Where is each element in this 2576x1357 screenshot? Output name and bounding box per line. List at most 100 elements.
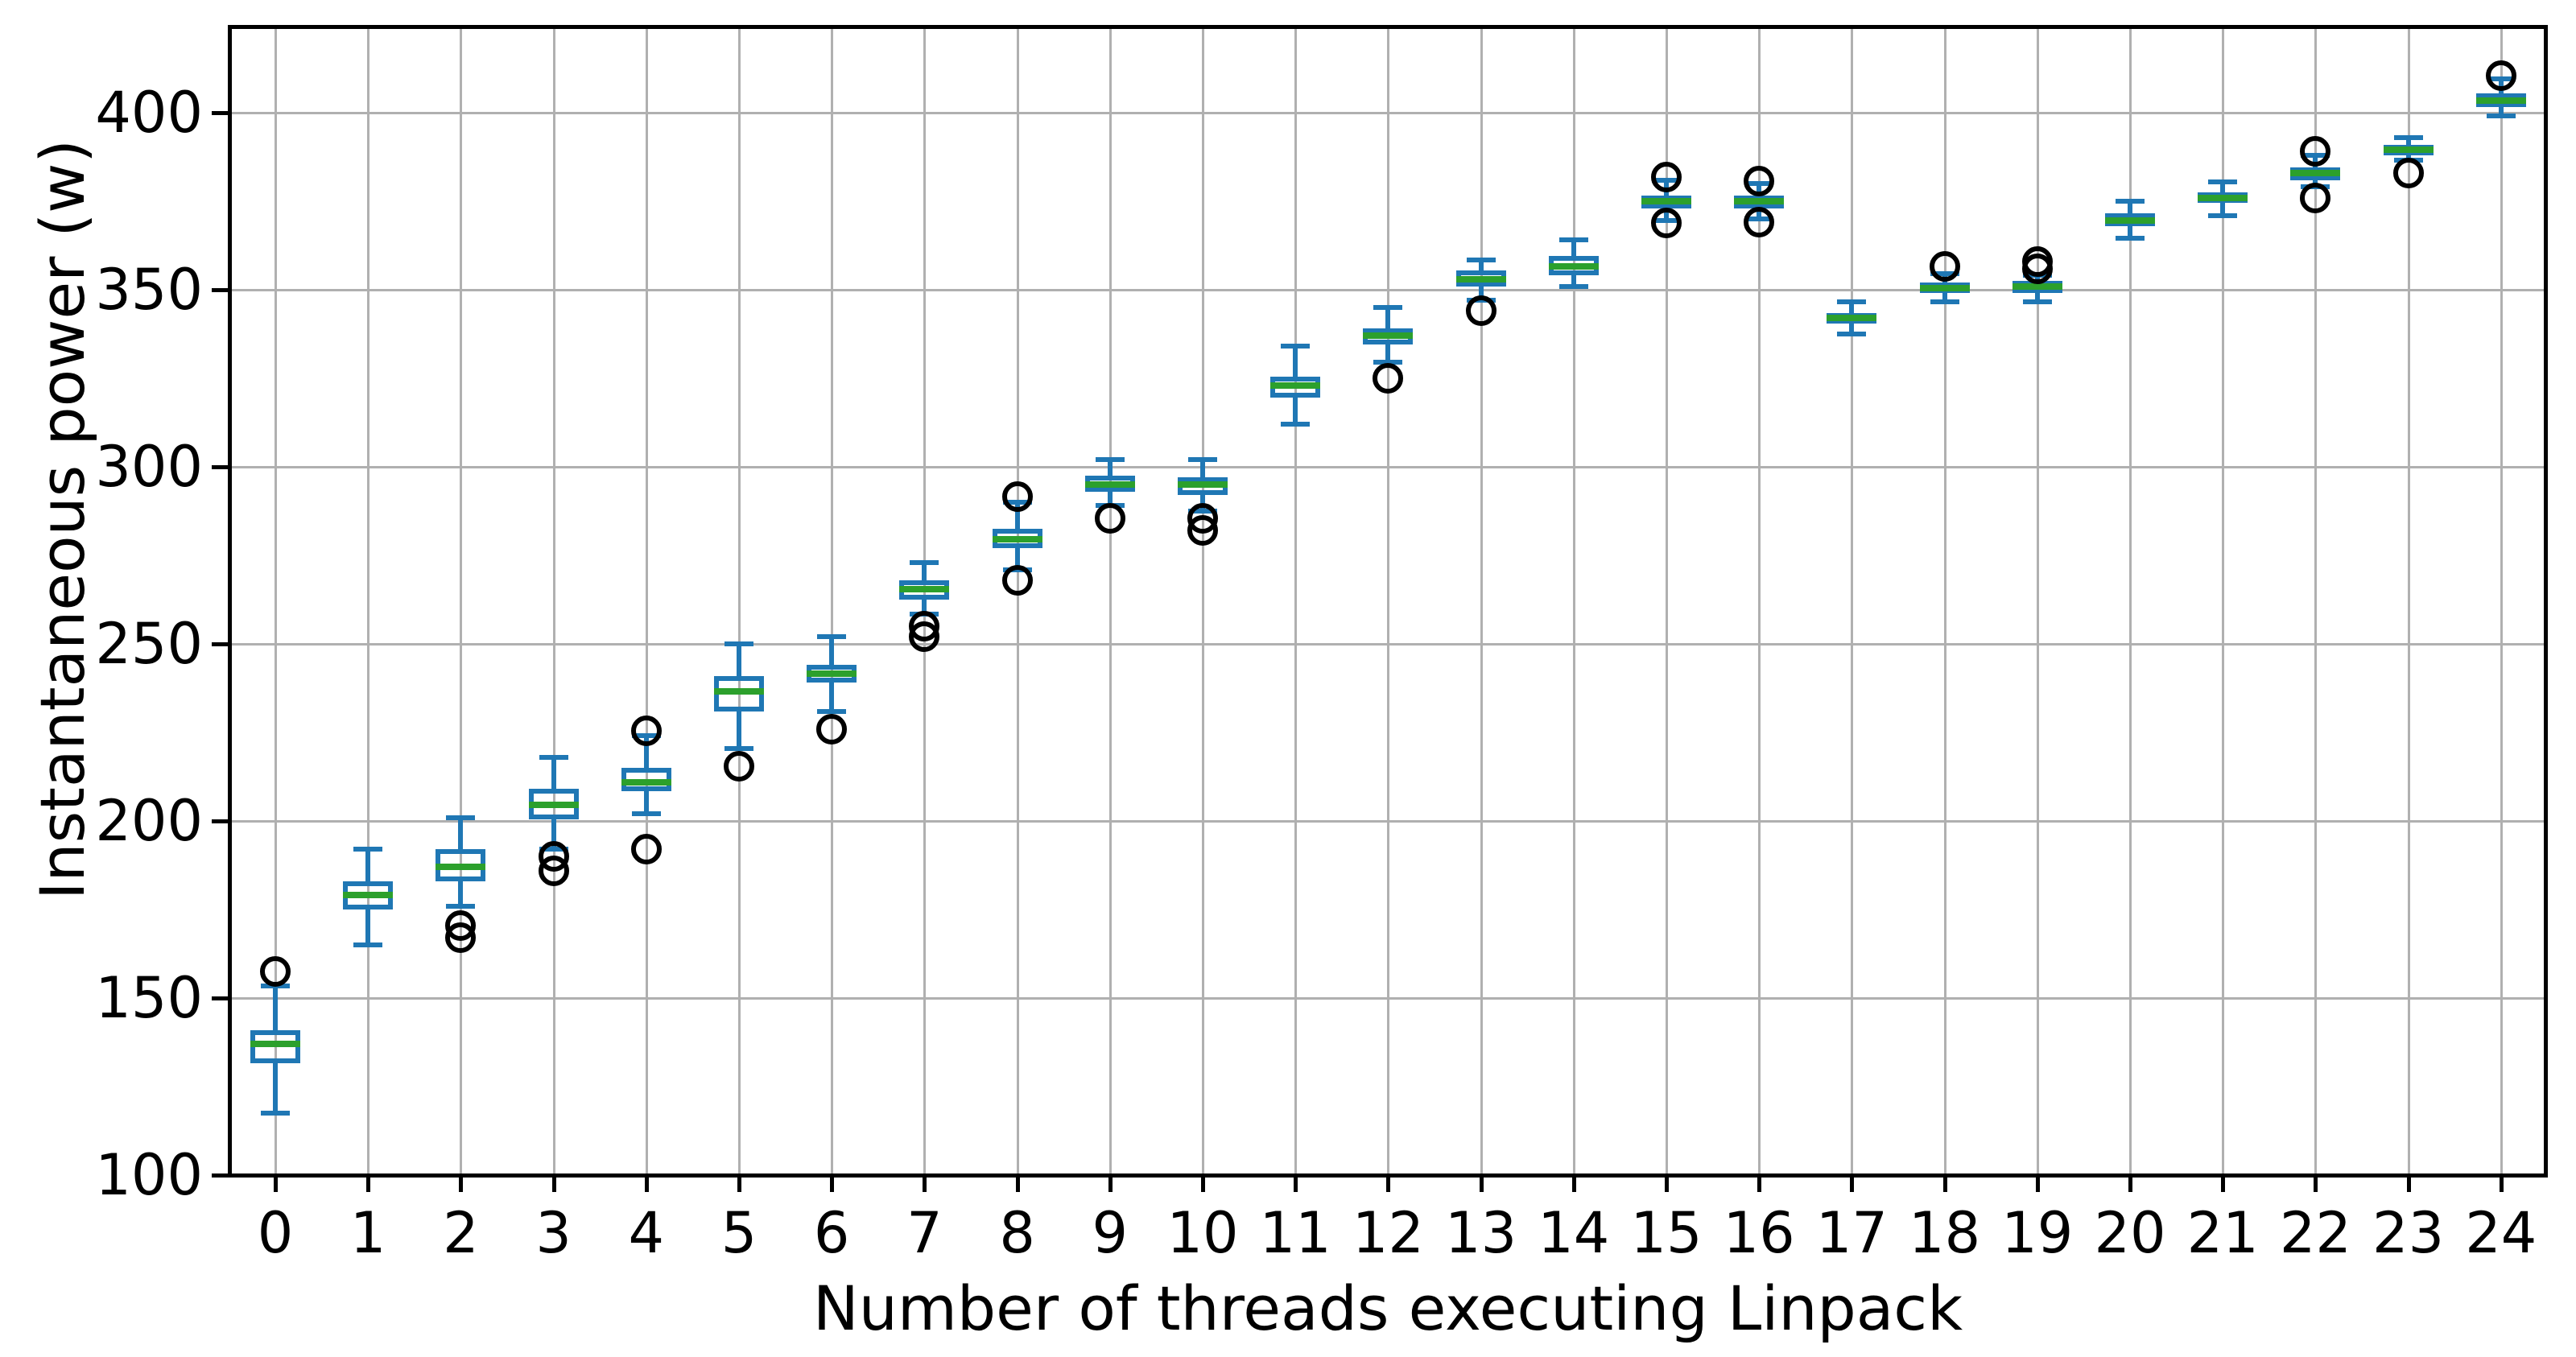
whisker-cap-upper	[1095, 457, 1125, 463]
y-tick-label: 300	[95, 434, 203, 500]
whisker-lower	[2220, 203, 2226, 216]
whisker-upper	[458, 817, 464, 850]
x-tick-label: 4	[628, 1200, 665, 1266]
h-gridline	[232, 466, 2544, 468]
x-axis-label: Number of threads executing Linpack	[812, 1272, 1963, 1344]
outlier-circle	[1744, 165, 1775, 196]
v-gridline	[367, 29, 370, 1173]
outlier-circle	[2021, 253, 2053, 284]
whisker-lower	[922, 600, 927, 614]
whisker-cap-upper	[2116, 199, 2145, 204]
x-tick-label: 16	[1723, 1200, 1795, 1266]
whisker-lower	[643, 790, 649, 815]
x-tick-label: 24	[2465, 1200, 2537, 1266]
whisker-upper	[737, 644, 741, 676]
median-line	[621, 778, 671, 786]
x-tick-mark	[737, 1178, 741, 1192]
x-tick-mark	[2314, 1178, 2318, 1192]
x-tick-label: 11	[1259, 1200, 1331, 1266]
v-gridline	[831, 29, 834, 1173]
median-line	[2290, 169, 2341, 176]
median-line	[250, 1041, 300, 1048]
v-gridline	[2500, 29, 2503, 1173]
whisker-lower	[829, 683, 835, 711]
whisker-lower	[1849, 323, 1855, 334]
y-tick-label: 350	[95, 257, 203, 323]
x-tick-label: 15	[1630, 1200, 1703, 1266]
whisker-lower	[551, 819, 556, 850]
median-line	[2105, 217, 2155, 225]
v-gridline	[1294, 29, 1298, 1173]
outlier-circle	[2300, 136, 2331, 167]
whisker-cap-upper	[817, 634, 847, 640]
outlier-circle	[1651, 208, 1682, 239]
x-tick-mark	[830, 1178, 835, 1192]
x-tick-label: 8	[999, 1200, 1035, 1266]
median-line	[807, 670, 857, 678]
whisker-cap-lower	[817, 708, 847, 714]
whisker-upper	[922, 562, 927, 580]
x-tick-label: 7	[906, 1200, 943, 1266]
whisker-cap-lower	[1558, 283, 1588, 289]
whisker-cap-upper	[724, 641, 753, 646]
whisker-cap-lower	[261, 1111, 290, 1116]
x-tick-label: 17	[1815, 1200, 1888, 1266]
whisker-upper	[2128, 201, 2132, 214]
whisker-lower	[1571, 275, 1576, 287]
whisker-cap-upper	[539, 754, 568, 760]
whisker-cap-lower	[1281, 422, 1311, 427]
x-tick-mark	[2499, 1178, 2504, 1192]
whisker-cap-upper	[1558, 237, 1588, 243]
outlier-circle	[1465, 295, 1496, 327]
x-tick-mark	[2406, 1178, 2411, 1192]
whisker-cap-upper	[1373, 305, 1403, 310]
x-tick-mark	[551, 1178, 556, 1192]
whisker-upper	[1385, 307, 1391, 329]
whisker-cap-upper	[353, 847, 383, 852]
x-tick-mark	[1386, 1178, 1391, 1192]
x-tick-mark	[274, 1178, 278, 1192]
whisker-cap-lower	[2022, 299, 2052, 305]
median-line	[528, 802, 579, 809]
whisker-lower	[273, 1063, 278, 1113]
median-line	[436, 864, 486, 871]
v-gridline	[1758, 29, 1761, 1173]
outlier-circle	[2300, 182, 2331, 213]
whisker-upper	[1200, 460, 1205, 478]
v-gridline	[2036, 29, 2039, 1173]
whisker-cap-lower	[2486, 113, 2516, 119]
outlier-circle	[1651, 162, 1682, 193]
v-gridline	[1666, 29, 1668, 1173]
y-tick-label: 400	[95, 80, 203, 146]
median-line	[1548, 263, 1599, 270]
whisker-upper	[273, 985, 278, 1030]
median-line	[899, 585, 950, 592]
whisker-lower	[2034, 293, 2040, 303]
v-gridline	[2129, 29, 2132, 1173]
x-tick-mark	[1108, 1178, 1113, 1192]
v-gridline	[1387, 29, 1390, 1173]
median-line	[1363, 332, 1414, 340]
median-line	[1084, 481, 1135, 488]
h-gridline	[232, 643, 2544, 646]
whisker-cap-upper	[1837, 299, 1867, 305]
whisker-upper	[1478, 259, 1484, 270]
x-tick-mark	[1850, 1178, 1855, 1192]
whisker-upper	[829, 637, 835, 666]
v-gridline	[645, 29, 648, 1173]
v-gridline	[460, 29, 463, 1173]
whisker-upper	[2405, 137, 2411, 145]
y-tick-mark	[212, 465, 228, 469]
x-tick-label: 22	[2279, 1200, 2351, 1266]
whisker-upper	[365, 849, 371, 881]
whisker-upper	[1014, 502, 1020, 529]
x-tick-label: 14	[1538, 1200, 1610, 1266]
y-tick-mark	[212, 819, 228, 823]
whisker-lower	[2128, 225, 2132, 239]
x-tick-mark	[366, 1178, 371, 1192]
v-gridline	[1572, 29, 1575, 1173]
x-tick-mark	[1015, 1178, 1020, 1192]
